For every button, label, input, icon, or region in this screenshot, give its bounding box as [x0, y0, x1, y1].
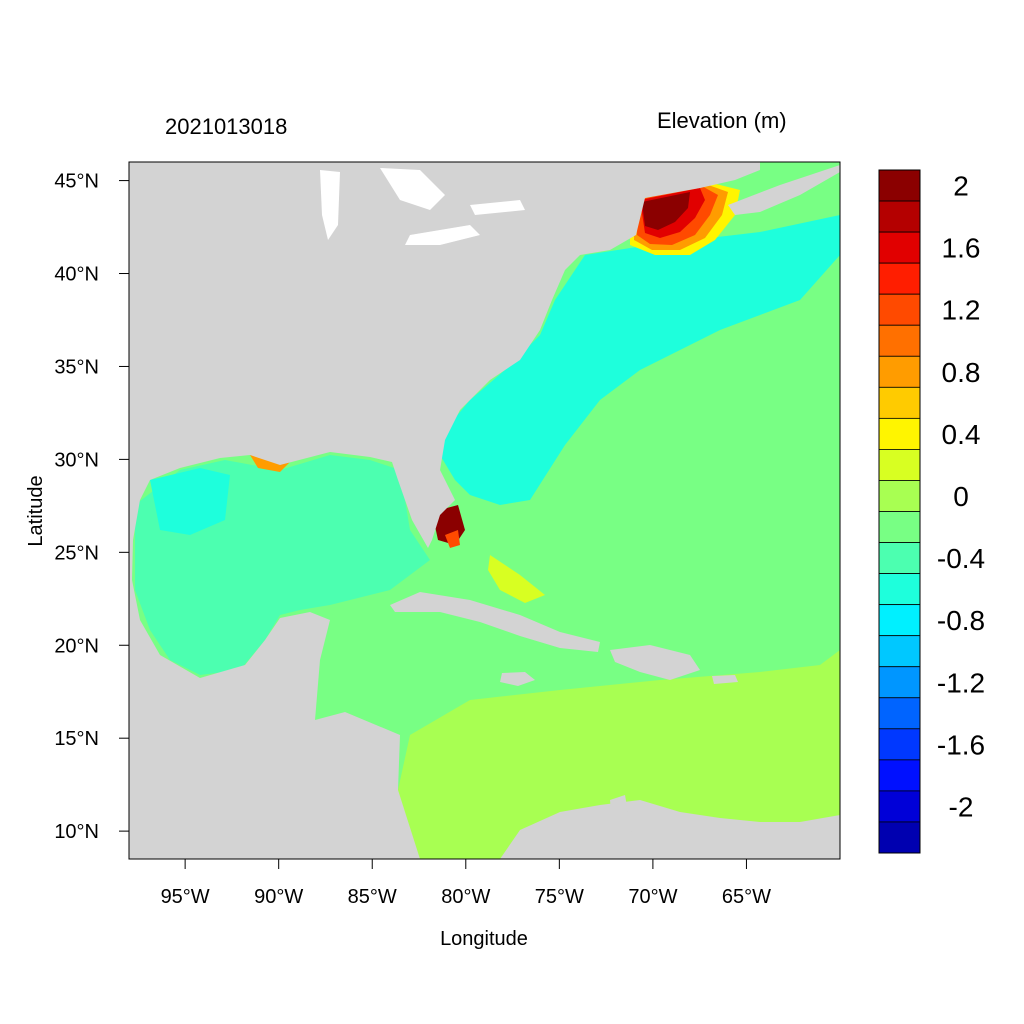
new-england-surge-2: [642, 192, 690, 230]
colorbar-tick-label: 1.6: [942, 233, 981, 264]
colorbar-swatch: [878, 231, 921, 264]
colorbar-swatch: [878, 666, 921, 699]
colorbar-swatch: [878, 790, 921, 823]
land: [129, 162, 840, 859]
florida-surge-1.2: [445, 530, 460, 548]
gulf-west-pocket: [150, 468, 230, 535]
colorbar-swatch: [878, 604, 921, 637]
colorbar-swatch: [878, 169, 921, 202]
y-axis-label: Latitude: [25, 475, 47, 546]
colorbar-tick-label: -0.8: [937, 605, 985, 636]
colorbar-swatch: [878, 355, 921, 388]
colorbar-frame: [878, 169, 921, 854]
colorbar-swatch: [878, 728, 921, 761]
southern-caribbean-positive: [398, 650, 840, 859]
date-stamp: 2021013018: [165, 114, 287, 139]
atlantic-negative-zone: [440, 215, 840, 505]
colorbar-swatch: [878, 542, 921, 574]
colorbar-tick-label: 1.2: [942, 295, 981, 326]
colorbar: 2 1.6 1.2 0.8 0.4 0 -0.4 -0.8 -1.2 -1.6 -2: [878, 169, 985, 854]
colorbar-swatch: [878, 821, 921, 854]
colorbar-swatch: [878, 573, 921, 606]
colorbar-swatch: [878, 511, 921, 543]
colorbar-tick-label: -1.2: [937, 667, 985, 698]
colorbar-tick-label: 0: [953, 481, 969, 512]
lat-tick-label: 10°N: [54, 821, 99, 843]
lat-tick-label: 25°N: [54, 542, 99, 564]
lon-tick-label: 95°W: [161, 886, 210, 908]
lat-tick-label: 45°N: [54, 171, 99, 193]
colorbar-swatch: [878, 480, 921, 512]
colorbar-swatch: [878, 262, 921, 295]
lon-tick-label: 90°W: [254, 886, 303, 908]
colorbar-swatch: [878, 759, 921, 792]
colorbar-swatch: [878, 200, 921, 233]
colorbar-tick-label: -1.6: [937, 729, 985, 760]
lon-tick-label: 70°W: [628, 886, 677, 908]
latitude-axis: 45°N 40°N 35°N 30°N 25°N 20°N 15°N 10°N: [54, 171, 129, 843]
colorbar-tick-label: 2: [953, 171, 969, 202]
x-axis-label: Longitude: [440, 928, 528, 950]
lon-tick-label: 75°W: [535, 886, 584, 908]
bahamas-shoal: [488, 555, 545, 603]
colorbar-swatch: [878, 449, 921, 481]
colorbar-swatch: [878, 635, 921, 668]
lat-tick-label: 30°N: [54, 449, 99, 471]
colorbar-tick-label: -0.4: [937, 543, 985, 574]
colorbar-swatch: [878, 417, 921, 450]
colorbar-tick-label: -2: [949, 791, 974, 822]
lon-tick-label: 85°W: [348, 886, 397, 908]
colorbar-swatch: [878, 386, 921, 419]
lon-tick-label: 65°W: [722, 886, 771, 908]
colorbar-tick-label: 0.8: [942, 357, 981, 388]
map-frame: [128, 161, 841, 860]
lat-tick-label: 15°N: [54, 728, 99, 750]
longitude-axis: 95°W 90°W 85°W 80°W 75°W 70°W 65°W: [161, 859, 771, 908]
colorbar-tick-label: 0.4: [942, 419, 981, 450]
colorbar-swatch: [878, 293, 921, 326]
map-panel: 95°W 90°W 85°W 80°W 75°W 70°W 65°W 45°N 40°N 35°…: [54, 161, 841, 908]
colorbar-swatch: [878, 324, 921, 357]
lat-tick-label: 20°N: [54, 635, 99, 657]
lon-tick-label: 80°W: [441, 886, 490, 908]
colorbar-title: Elevation (m): [657, 108, 787, 133]
lat-tick-label: 40°N: [54, 264, 99, 286]
colorbar-swatch: [878, 697, 921, 730]
lat-tick-label: 35°N: [54, 356, 99, 378]
